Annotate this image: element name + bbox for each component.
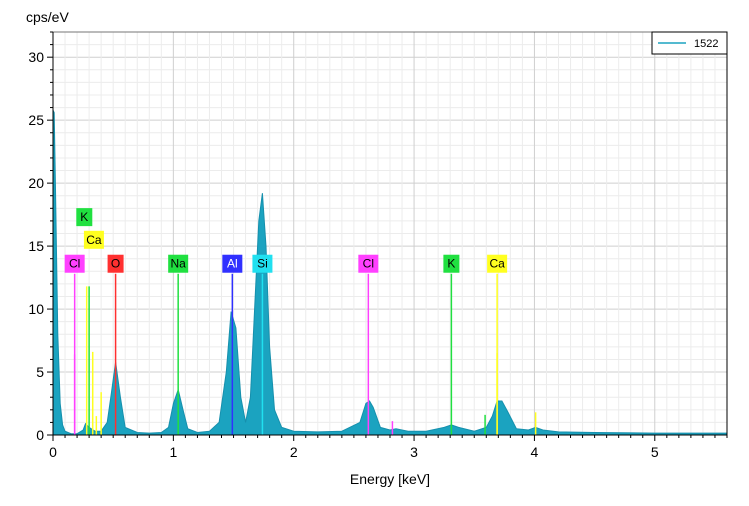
grid-lines xyxy=(52,31,728,436)
element-marker-cl[interactable]: Cl xyxy=(64,254,85,435)
y-tick-label: 15 xyxy=(28,238,44,254)
element-marker-k[interactable]: K xyxy=(443,254,460,435)
y-tick-label: 30 xyxy=(28,49,44,65)
element-marker-ca[interactable]: Ca xyxy=(487,254,508,435)
x-tick-label: 4 xyxy=(531,444,539,460)
element-tag-label: K xyxy=(447,257,455,271)
element-tag-label: Al xyxy=(227,257,238,271)
element-tag xyxy=(107,254,124,273)
element-tag-label: Si xyxy=(257,257,268,271)
element-marker-k[interactable]: K xyxy=(76,208,93,227)
element-tag xyxy=(487,254,508,273)
y-axis-title: cps/eV xyxy=(26,9,69,25)
y-tick-label: 10 xyxy=(28,301,44,317)
element-tag xyxy=(443,254,460,273)
element-tag xyxy=(76,208,93,227)
element-marker-cl[interactable]: Cl xyxy=(358,254,379,435)
element-tag-label: Cl xyxy=(69,257,80,271)
x-tick-label: 0 xyxy=(49,444,57,460)
element-tag-label: Ca xyxy=(86,233,102,247)
legend-entry-label: 1522 xyxy=(694,38,718,50)
element-tag-label: Na xyxy=(170,257,186,271)
element-tag xyxy=(64,254,85,273)
y-tick-label: 20 xyxy=(28,175,44,191)
element-marker-al[interactable]: Al xyxy=(222,254,243,435)
y-tick-label: 5 xyxy=(36,364,44,380)
x-tick-label: 2 xyxy=(290,444,298,460)
element-tag xyxy=(358,254,379,273)
element-tag-label: Cl xyxy=(363,257,374,271)
x-tick-label: 5 xyxy=(651,444,659,460)
legend[interactable]: 1522 xyxy=(651,31,728,55)
spectrum-series-1522 xyxy=(52,109,728,436)
x-tick-label: 3 xyxy=(410,444,418,460)
element-tag xyxy=(83,230,104,249)
element-tag xyxy=(168,254,189,273)
element-tag xyxy=(222,254,243,273)
element-marker-si[interactable]: Si xyxy=(252,254,273,435)
x-tick-label: 1 xyxy=(169,444,177,460)
element-marker-o[interactable]: O xyxy=(107,254,124,435)
element-markers: Cl K Ca O Na Al Si Cl K Ca xyxy=(64,208,508,435)
element-marker-na[interactable]: Na xyxy=(168,254,189,435)
tick-labels: 0 5 10 15 20 25 30 0 1 2 3 4 5 xyxy=(28,49,658,460)
spectrum-area xyxy=(52,109,728,436)
element-tag-label: O xyxy=(111,257,120,271)
element-tag-label: Ca xyxy=(489,257,505,271)
element-marker-ca[interactable]: Ca xyxy=(83,230,104,249)
y-tick-label: 0 xyxy=(36,427,44,443)
element-tag-label: K xyxy=(80,210,88,224)
x-axis-title: Energy [keV] xyxy=(350,471,430,487)
y-tick-label: 25 xyxy=(28,112,44,128)
axes xyxy=(47,31,728,441)
element-tag xyxy=(252,254,273,273)
